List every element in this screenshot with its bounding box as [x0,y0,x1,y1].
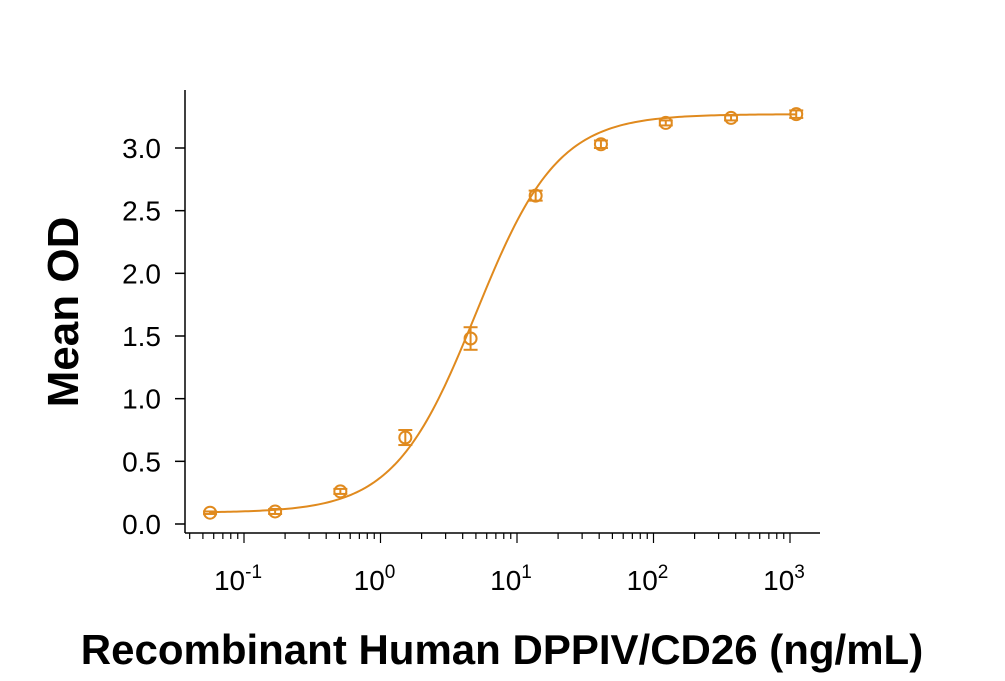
data-points [203,107,804,520]
point-marker [333,484,348,499]
y-axis-title: Mean OD [39,217,88,408]
y-tick-label: 0.5 [122,446,161,477]
fit-curve [210,113,797,514]
x-tick-label: 103 [763,562,805,596]
point-marker [593,137,608,152]
point-marker [658,115,673,130]
data-point [463,326,478,351]
point-marker [789,107,804,122]
point-marker [203,505,218,520]
y-tick-label: 3.0 [122,133,161,164]
point-marker [463,331,478,346]
data-point [203,505,218,520]
x-axis-title: Recombinant Human DPPIV/CD26 (ng/mL) [81,626,923,673]
y-tick-label: 0.0 [122,509,161,540]
point-marker [398,430,413,445]
y-axis-ticks: 0.0 0.5 1.0 1.5 2.0 2.5 3.0 [122,133,185,540]
data-point [268,504,283,519]
data-point [658,115,673,130]
point-marker [268,504,283,519]
point-marker [528,188,543,203]
y-tick-label: 2.5 [122,196,161,227]
y-tick-label: 1.5 [122,321,161,352]
axes [184,90,820,534]
x-tick-label: 101 [490,562,532,596]
data-point [398,429,413,447]
x-tick-label: 102 [627,562,669,596]
point-marker [724,110,739,125]
data-point [593,137,608,152]
x-tick-label: 100 [354,562,396,596]
y-tick-label: 2.0 [122,258,161,289]
data-point [528,188,543,203]
x-tick-label: 10-1 [214,562,262,596]
x-axis-ticks: 10-1 100 101 102 103 [189,533,805,596]
y-tick-label: 1.0 [122,384,161,415]
data-point [789,107,804,122]
data-point [724,110,739,125]
data-point [333,484,348,499]
